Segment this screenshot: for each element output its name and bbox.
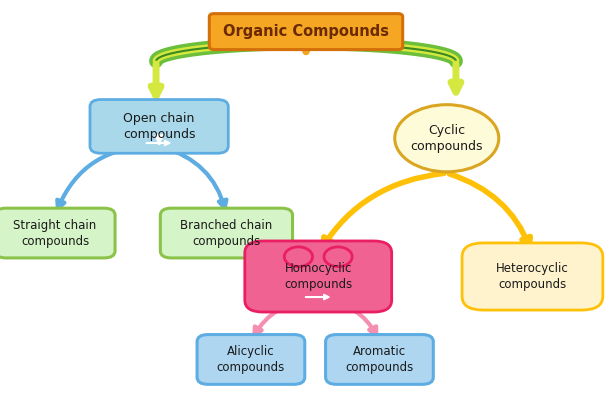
FancyBboxPatch shape [197,335,305,384]
FancyBboxPatch shape [209,13,403,49]
FancyBboxPatch shape [0,208,115,258]
FancyArrowPatch shape [58,146,156,209]
FancyBboxPatch shape [90,100,228,153]
Text: Cyclic
compounds: Cyclic compounds [411,124,483,153]
Text: Branched chain
compounds: Branched chain compounds [181,218,272,248]
FancyArrowPatch shape [151,64,161,96]
FancyArrowPatch shape [147,141,170,145]
FancyArrowPatch shape [323,173,444,247]
Text: Aromatic
compounds: Aromatic compounds [345,345,414,374]
FancyArrowPatch shape [255,300,315,335]
Text: Alicyclic
compounds: Alicyclic compounds [217,345,285,374]
Ellipse shape [324,247,352,267]
FancyArrowPatch shape [321,300,376,335]
FancyBboxPatch shape [160,208,293,258]
Text: Homocyclic
compounds: Homocyclic compounds [284,262,353,291]
FancyBboxPatch shape [245,241,392,312]
Text: Open chain
compounds: Open chain compounds [123,112,195,141]
Ellipse shape [285,247,313,267]
FancyArrowPatch shape [306,295,329,299]
Text: Straight chain
compounds: Straight chain compounds [13,218,97,248]
FancyArrowPatch shape [451,64,461,92]
FancyArrowPatch shape [162,147,226,208]
Text: Heterocyclic
compounds: Heterocyclic compounds [496,262,569,291]
Ellipse shape [395,105,499,172]
FancyBboxPatch shape [326,335,433,384]
FancyBboxPatch shape [462,243,603,310]
FancyArrowPatch shape [301,40,311,52]
FancyArrowPatch shape [449,174,530,246]
Text: Organic Compounds: Organic Compounds [223,24,389,39]
FancyArrowPatch shape [156,135,162,144]
